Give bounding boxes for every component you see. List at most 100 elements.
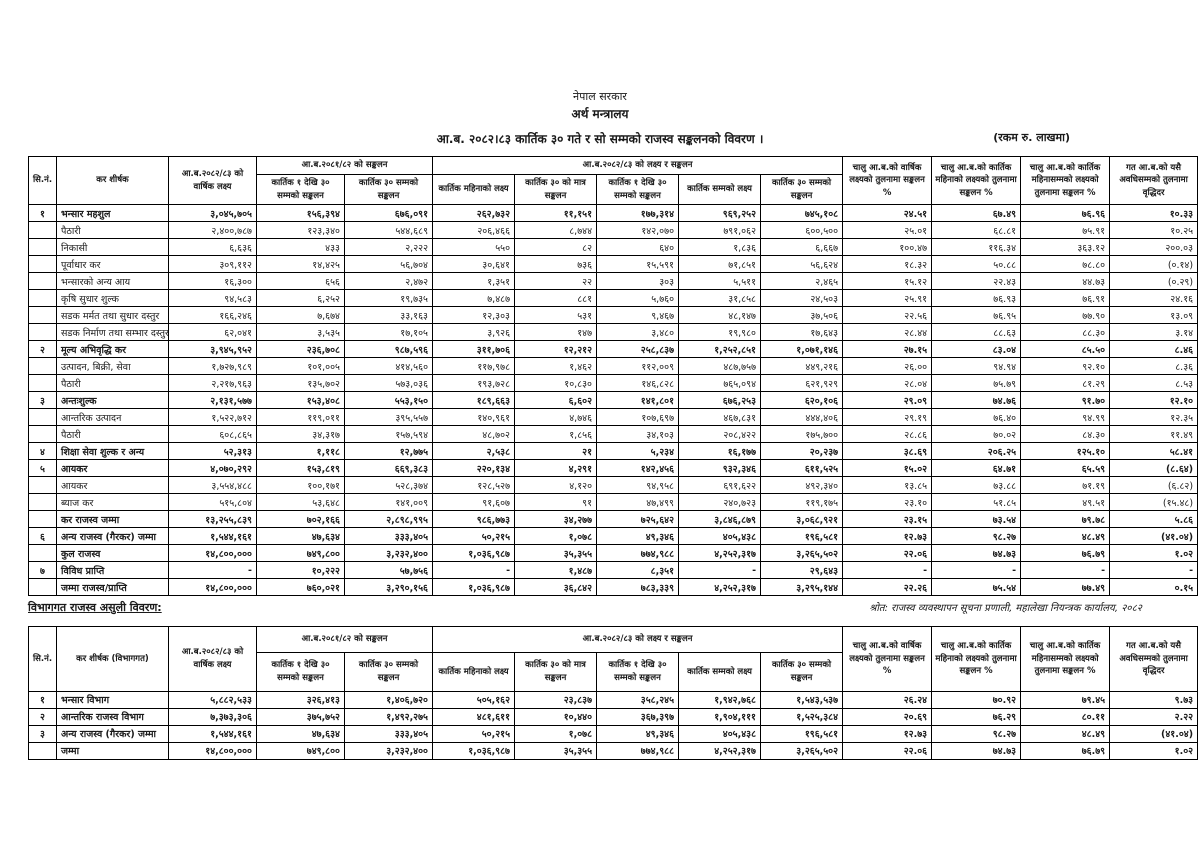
table-row: सडक मर्मत तथा सुधार दस्तुर १६६,२४६ ७,६७४ ३३… (28, 306, 1199, 325)
row-serial-number: १ (28, 690, 57, 709)
cell-value: १,०३६,९८७ (432, 741, 516, 760)
cell-value: १७७,३१४ (596, 204, 680, 223)
cell-value: ९८७,५९६ (343, 340, 434, 359)
cell-value: ४४९,२१६ (760, 357, 844, 376)
cell-value: ६६९,३८३ (343, 459, 434, 478)
cell-value: १२.३५ (1109, 408, 1199, 427)
cell-value: ११९,०११ (256, 408, 345, 427)
cell-value: ६९१,६२२ (678, 476, 762, 495)
cell-value: ३९५,५५७ (343, 408, 434, 427)
cell-value: ५६,६२४ (760, 255, 844, 274)
table-row: जम्मा १४,८००,००० ७४९,८०० ३,२३२,४०० १,०३६,९८७… (28, 741, 1199, 760)
cell-value: १४२,०७० (596, 221, 680, 240)
cell-value: ७७४,९८८ (596, 544, 680, 563)
table-row: ६ अन्य राजस्व (गैरकर) जम्मा १,५४४,१६१ ४७,६३… (28, 527, 1199, 546)
cell-value: २२०,१३४ (432, 459, 516, 478)
cell-value: ९,४६७ (596, 306, 680, 325)
col-header-pct-annual: चालु आ.ब.को वार्षिक लक्ष्यको तुलनामा सङ्… (842, 626, 933, 692)
cell-value: २००.०३ (1109, 238, 1199, 257)
cell-value: ३,२६५,५०२ (760, 544, 844, 563)
cell-value: ३,२६५,५०२ (760, 741, 844, 760)
cell-value: १,०३६,९८७ (432, 544, 516, 563)
cell-value: - (931, 561, 1022, 580)
cell-value: २३.१५ (842, 510, 933, 529)
row-label: पैठारी (56, 374, 169, 393)
cell-value: ७१,८५१ (678, 255, 762, 274)
cell-value: ७१.१९ (1020, 476, 1111, 495)
table-row: सडक निर्माण तथा सम्भार दस्तुर ६२,०४१ ३,५३५… (28, 323, 1199, 342)
cell-value: ९४,५८३ (168, 289, 257, 308)
cell-value: ५७३,०३६ (343, 374, 434, 393)
col-header-pct-annual: चालु आ.ब.को वार्षिक लक्ष्यको तुलनामा सङ्… (842, 156, 933, 206)
cell-value: ३,२९०,१५६ (343, 578, 434, 597)
cell-value: १७,१०५ (343, 323, 434, 342)
cell-value: १४०,९६१ (432, 408, 516, 427)
cell-value: २५.०१ (842, 221, 933, 240)
cell-value: ९.७३ (1109, 690, 1199, 709)
cell-value: ४०५,४३८ (678, 724, 762, 743)
col-header-prev-k30: कार्तिक ३० सम्मको सङ्कलन (343, 173, 434, 206)
cell-value: ७८.८० (1020, 255, 1111, 274)
cell-value: १,५२५,३८४ (760, 707, 844, 726)
cell-value: १,९४२,७६८ (678, 690, 762, 709)
row-serial-number (28, 493, 57, 512)
col-header-annual-target: आ.ब.२०८२/८३ को वार्षिक लक्ष्य (168, 156, 257, 206)
col-header-sn: सि.नं. (28, 626, 57, 692)
cell-value: २४.१६ (1109, 289, 1199, 308)
row-serial-number (28, 374, 57, 393)
cell-value: ३७,५०६ (760, 306, 844, 325)
cell-value: १४२,४५६ (596, 459, 680, 478)
cell-value: ९१,६०७ (432, 493, 516, 512)
cell-value: १,४६२ (514, 357, 598, 376)
cell-value: १,५४४,१६१ (168, 527, 257, 546)
cell-value: २२.०६ (842, 544, 933, 563)
cell-value: १०,२२२ (256, 561, 345, 580)
cell-value: २०८,४२२ (678, 425, 762, 444)
cell-value: १.०२ (1109, 741, 1199, 760)
cell-value: १,०७८ (514, 724, 598, 743)
cell-value: ९६९,२५२ (678, 204, 762, 223)
cell-value: २९.१९ (842, 408, 933, 427)
row-label: विविध प्राप्ति (56, 561, 169, 580)
cell-value: १२.७३ (842, 724, 933, 743)
cell-value: (६.८२) (1109, 476, 1199, 495)
cell-value: २६२,७३२ (432, 204, 516, 223)
cell-value: १२.१० (1109, 391, 1199, 410)
row-serial-number (28, 510, 57, 529)
cell-value: - (678, 561, 762, 580)
row-serial-number: ३ (28, 391, 57, 410)
cell-value: ४९,३४६ (596, 724, 680, 743)
cell-value: १२५.१० (1020, 442, 1111, 461)
cell-value: १५६,३९४ (256, 204, 345, 223)
cell-value: ३४,२७७ (514, 510, 598, 529)
cell-value: ४,२५२,३१७ (678, 578, 762, 597)
cell-value: ६२१,९२९ (760, 374, 844, 393)
cell-value: ३,९२६ (432, 323, 516, 342)
cell-value: ८३.०४ (931, 340, 1022, 359)
row-label: आन्तरिक राजस्व विभाग (56, 707, 169, 726)
report-title: आ.ब. २०८२।८३ कार्तिक ३० गते र सो सम्मको … (436, 131, 764, 146)
cell-value: ५१५,८०४ (168, 493, 257, 512)
col-group-prev-fy: आ.ब.२०८१/८२ को सङ्कलन (255, 156, 434, 175)
cell-value: १,२५२,८५१ (678, 340, 762, 359)
row-serial-number: ५ (28, 459, 57, 478)
cell-value: ८०.११ (1020, 707, 1111, 726)
col-header-cur-target-till: कार्तिक सम्मको लक्ष्य (678, 652, 762, 692)
cell-value: १५.०२ (842, 459, 933, 478)
cell-value: ३६७,३९७ (596, 707, 680, 726)
cell-value: २०,२३७ (760, 442, 844, 461)
cell-value: ६४.७१ (931, 459, 1022, 478)
col-group-prev-fy: आ.ब.२०८१/८२ को सङ्कलन (255, 626, 434, 654)
table-row: २ आन्तरिक राजस्व विभाग ७,३७३,३०६ ३७५,७५२ १,४… (28, 707, 1199, 726)
cell-value: १,५४४,१६१ (168, 724, 257, 743)
cell-value: ५१.८५ (931, 493, 1022, 512)
cell-value: २,२२२ (343, 238, 434, 257)
col-header-prev-k30: कार्तिक ३० सम्मको सङ्कलन (343, 652, 434, 692)
cell-value: १,०७१,१४६ (760, 340, 844, 359)
cell-value: ७४९,८०० (256, 544, 345, 563)
cell-value: २३,८३७ (514, 690, 598, 709)
cell-value: ७०.९२ (931, 690, 1022, 709)
col-header-prev-k1-30: कार्तिक १ देखि ३० सम्मको सङ्कलन (256, 173, 345, 206)
cell-value: ११,१५१ (514, 204, 598, 223)
